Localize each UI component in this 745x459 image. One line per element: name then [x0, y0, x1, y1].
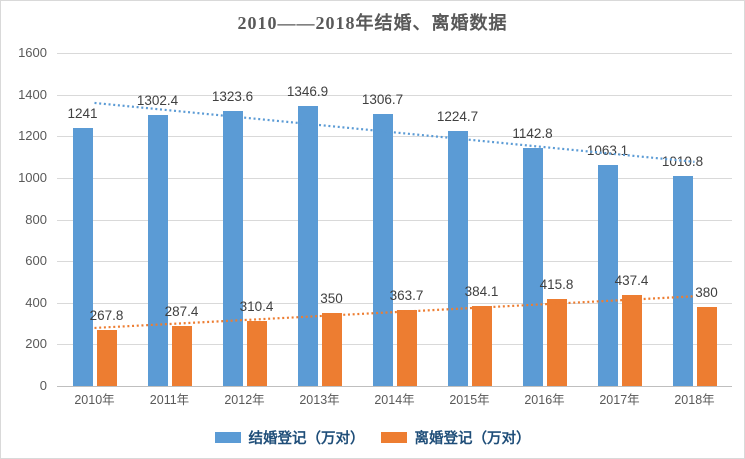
y-axis-label: 1200 [18, 128, 47, 144]
bar-value-label: 350 [320, 291, 343, 307]
x-axis-label: 2015年 [449, 393, 490, 407]
bar-value-label: 437.4 [614, 272, 649, 288]
y-axis-label: 0 [39, 378, 47, 393]
bar-marriage [372, 114, 393, 386]
bar-value-label: 310.4 [239, 299, 274, 315]
gridline [57, 219, 732, 221]
bar-value-label: 1323.6 [211, 88, 254, 104]
bar-marriage [222, 110, 243, 386]
bar-value-label: 287.4 [164, 304, 199, 320]
bar-marriage [147, 114, 168, 386]
gridline [57, 261, 732, 263]
bar-divorce [471, 306, 492, 386]
bar-value-label: 1010.8 [661, 153, 704, 169]
bar-value-label: 1241 [67, 105, 98, 121]
bar-divorce [621, 294, 642, 386]
bar-marriage [72, 127, 93, 386]
x-axis-label: 2016年 [524, 393, 565, 407]
bar-value-label: 363.7 [389, 288, 424, 304]
gridline [57, 53, 732, 54]
bar-divorce [246, 321, 267, 386]
bar-value-label: 415.8 [539, 277, 574, 293]
x-axis-label: 2013年 [299, 393, 340, 407]
bar-marriage [672, 175, 693, 386]
x-axis-label: 2012年 [224, 393, 265, 407]
x-axis-label: 2018年 [674, 393, 715, 407]
bar-value-label: 1302.4 [136, 92, 179, 108]
bar-divorce [546, 299, 567, 386]
x-axis-label: 2014年 [374, 393, 415, 407]
bar-value-label: 267.8 [89, 308, 124, 324]
bar-value-label: 1306.7 [361, 92, 404, 108]
legend-swatch-divorce [380, 432, 407, 443]
bar-divorce [321, 313, 342, 386]
y-axis-label: 400 [25, 294, 47, 310]
bar-value-label: 1346.9 [286, 83, 329, 99]
gridline [57, 94, 732, 96]
legend-item-divorce: 离婚登记（万对） [380, 427, 531, 448]
legend-item-marriage: 结婚登记（万对） [214, 427, 365, 448]
bar-marriage [522, 148, 543, 386]
bar-divorce [96, 330, 117, 386]
x-axis-label: 2010年 [74, 393, 115, 407]
y-axis-label: 1400 [18, 86, 47, 102]
chart-title: 2010——2018年结婚、离婚数据 [237, 13, 508, 33]
legend-label-marriage: 结婚登记（万对） [248, 431, 365, 447]
y-axis-label: 1600 [18, 45, 47, 60]
bar-marriage [447, 131, 468, 386]
bar-value-label: 1142.8 [512, 126, 553, 142]
legend-label-divorce: 离婚登记（万对） [414, 431, 531, 447]
bar-value-label: 380 [695, 284, 718, 300]
y-axis-label: 600 [25, 253, 47, 269]
gridline [57, 386, 732, 387]
bar-value-label: 384.1 [464, 284, 499, 300]
gridline [57, 344, 732, 346]
bar-divorce [396, 310, 417, 386]
bar-marriage [297, 105, 318, 386]
bar-value-label: 1063.1 [586, 142, 629, 158]
y-axis-label: 200 [25, 336, 47, 352]
bar-divorce [696, 306, 717, 386]
x-axis-label: 2017年 [599, 393, 640, 407]
legend-swatch-marriage [214, 432, 241, 443]
bar-value-label: 1224.7 [436, 109, 479, 125]
bar-divorce [171, 326, 192, 386]
chart-legend: 结婚登记（万对） 离婚登记（万对） [1, 427, 744, 448]
y-axis-label: 800 [25, 211, 47, 227]
bar-marriage [597, 164, 618, 386]
x-axis-label: 2011年 [149, 393, 190, 407]
gridline [57, 177, 732, 179]
y-axis-label: 1000 [18, 169, 47, 185]
